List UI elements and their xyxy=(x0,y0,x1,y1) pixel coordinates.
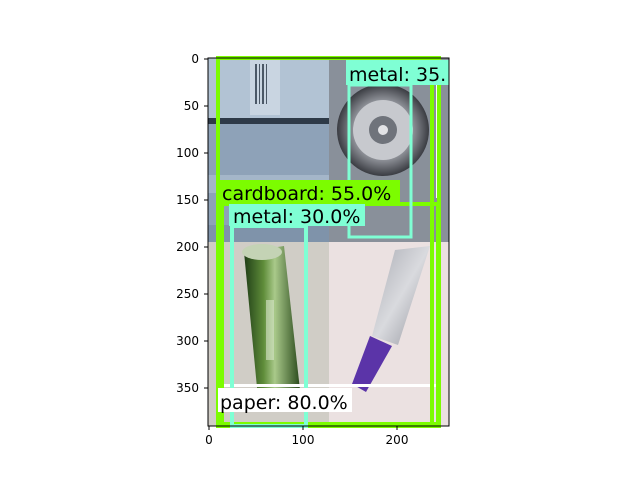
label-bg-metal-1 xyxy=(346,60,449,85)
y-tick-label: 100 xyxy=(176,146,199,160)
label-paper: paper: 80.0% xyxy=(220,392,348,414)
label-bg-paper xyxy=(218,388,352,412)
x-tick-label: 100 xyxy=(292,433,315,447)
y-tick-label: 300 xyxy=(176,334,199,348)
y-tick-label: 0 xyxy=(191,52,199,66)
label-metal-2: metal: 30.0% xyxy=(233,206,360,228)
axes-frame xyxy=(207,57,450,427)
y-tick-label: 200 xyxy=(176,240,199,254)
detection-labels: metal: 35. cardboard: 55.0% metal: 30.0%… xyxy=(218,60,449,414)
label-bg-metal-2 xyxy=(229,204,365,226)
x-tick-label: 0 xyxy=(205,433,213,447)
glass-bottle-photo xyxy=(329,242,449,426)
y-tick-label: 50 xyxy=(184,99,199,113)
x-tick-label: 200 xyxy=(386,433,409,447)
label-bg-cardboard xyxy=(218,180,400,204)
photo-image xyxy=(208,58,449,426)
label-cardboard: cardboard: 55.0% xyxy=(222,183,391,205)
x-axis: 0 100 200 xyxy=(205,426,408,447)
metal-box-1-edge xyxy=(430,85,434,425)
y-tick-label: 250 xyxy=(176,287,199,301)
y-tick-label: 350 xyxy=(176,381,199,395)
y-tick-label: 150 xyxy=(176,193,199,207)
label-metal-1: metal: 35. xyxy=(349,64,446,86)
y-axis: 0 50 100 150 200 250 300 350 xyxy=(176,52,208,395)
